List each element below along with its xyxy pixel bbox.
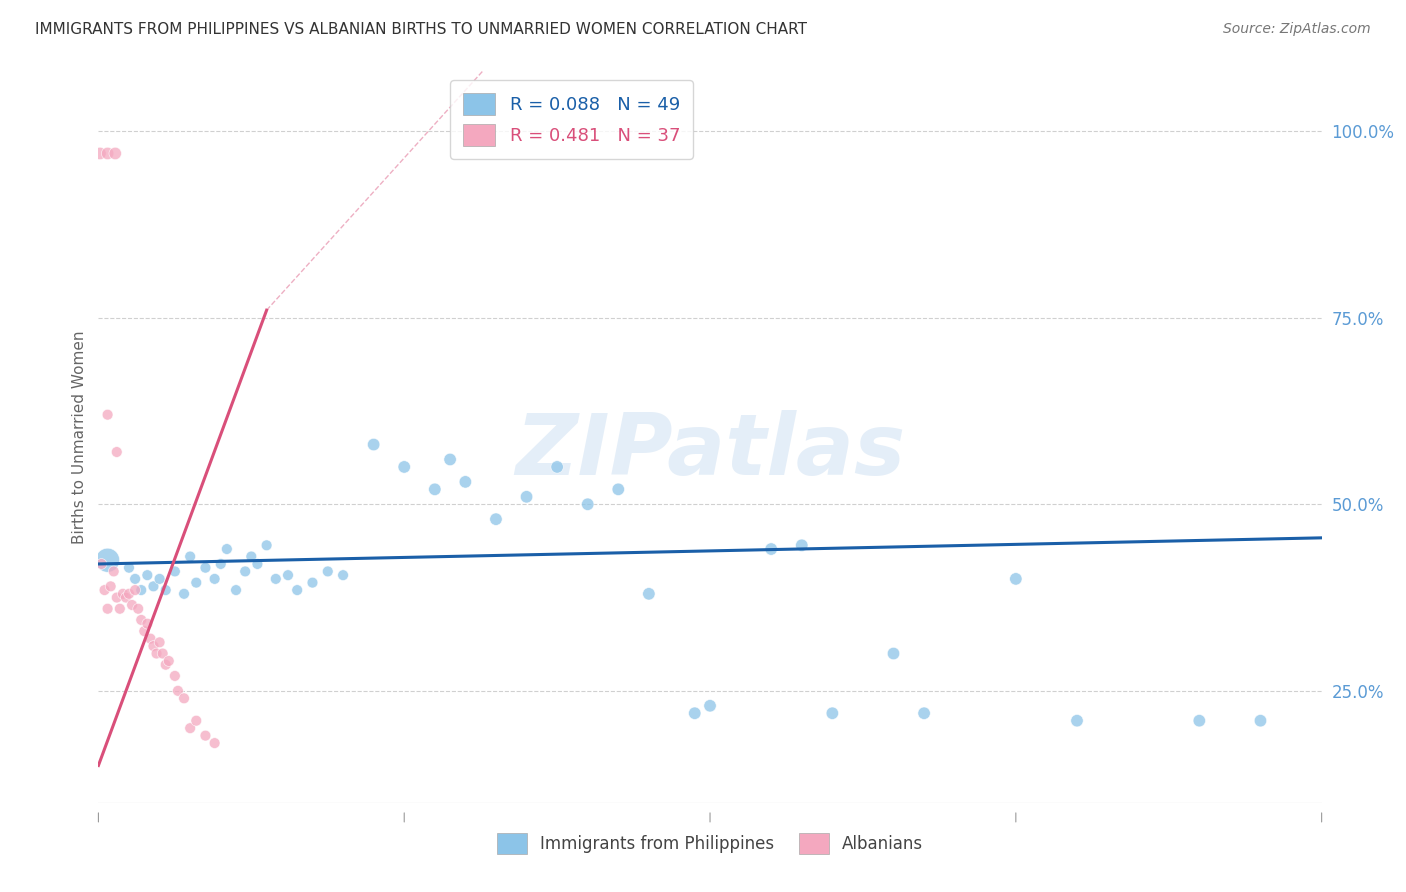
Point	[332, 568, 354, 582]
Point	[316, 565, 339, 579]
Point	[256, 538, 278, 552]
Point	[127, 601, 149, 615]
Point	[90, 557, 112, 571]
Point	[149, 572, 172, 586]
Point	[163, 669, 186, 683]
Point	[93, 583, 115, 598]
Point	[637, 587, 661, 601]
Point	[883, 647, 905, 661]
Point	[167, 683, 190, 698]
Point	[454, 475, 477, 489]
Point	[124, 572, 146, 586]
Point	[118, 587, 141, 601]
Point	[277, 568, 299, 582]
Point	[264, 572, 287, 586]
Point	[155, 583, 177, 598]
Point	[186, 714, 208, 728]
Point	[485, 512, 508, 526]
Point	[155, 803, 177, 817]
Point	[108, 601, 131, 615]
Point	[285, 583, 308, 598]
Point	[699, 698, 721, 713]
Point	[546, 459, 568, 474]
Text: IMMIGRANTS FROM PHILIPPINES VS ALBANIAN BIRTHS TO UNMARRIED WOMEN CORRELATION CH: IMMIGRANTS FROM PHILIPPINES VS ALBANIAN …	[35, 22, 807, 37]
Point	[821, 706, 844, 721]
Point	[105, 591, 128, 605]
Text: ZIPatlas: ZIPatlas	[515, 410, 905, 493]
Point	[607, 483, 630, 497]
Point	[225, 583, 247, 598]
Point	[103, 565, 125, 579]
Point	[97, 553, 120, 567]
Point	[1004, 572, 1026, 586]
Text: Source: ZipAtlas.com: Source: ZipAtlas.com	[1223, 22, 1371, 37]
Point	[134, 624, 156, 639]
Point	[194, 560, 217, 574]
Point	[215, 542, 238, 557]
Point	[179, 549, 201, 564]
Point	[124, 583, 146, 598]
Point	[157, 654, 180, 668]
Point	[97, 146, 120, 161]
Point	[1066, 714, 1088, 728]
Point	[121, 598, 143, 612]
Point	[194, 729, 217, 743]
Point	[115, 591, 138, 605]
Point	[129, 613, 152, 627]
Point	[423, 483, 446, 497]
Point	[142, 803, 165, 817]
Point	[186, 575, 208, 590]
Point	[139, 632, 162, 646]
Point	[576, 497, 599, 511]
Point	[136, 568, 159, 582]
Point	[173, 587, 195, 601]
Point	[683, 706, 706, 721]
Point	[233, 565, 256, 579]
Point	[129, 583, 152, 598]
Point	[363, 437, 385, 451]
Point	[118, 560, 141, 574]
Point	[1188, 714, 1211, 728]
Point	[145, 647, 167, 661]
Point	[173, 691, 195, 706]
Point	[105, 445, 128, 459]
Y-axis label: Births to Unmarried Women: Births to Unmarried Women	[72, 330, 87, 544]
Point	[104, 146, 127, 161]
Point	[516, 490, 538, 504]
Point	[149, 635, 172, 649]
Point	[790, 538, 813, 552]
Point	[179, 721, 201, 735]
Point	[761, 542, 783, 557]
Point	[204, 736, 226, 750]
Point	[1250, 714, 1272, 728]
Point	[152, 647, 174, 661]
Point	[97, 601, 120, 615]
Point	[240, 549, 263, 564]
Point	[204, 572, 226, 586]
Point	[155, 657, 177, 672]
Point	[246, 557, 269, 571]
Point	[439, 452, 461, 467]
Point	[209, 557, 232, 571]
Point	[142, 579, 165, 593]
Point	[89, 146, 111, 161]
Legend: Immigrants from Philippines, Albanians: Immigrants from Philippines, Albanians	[489, 827, 931, 860]
Point	[100, 579, 122, 593]
Point	[111, 587, 134, 601]
Point	[136, 616, 159, 631]
Point	[912, 706, 935, 721]
Point	[301, 575, 323, 590]
Point	[97, 408, 120, 422]
Point	[142, 639, 165, 653]
Point	[392, 459, 416, 474]
Point	[163, 565, 186, 579]
